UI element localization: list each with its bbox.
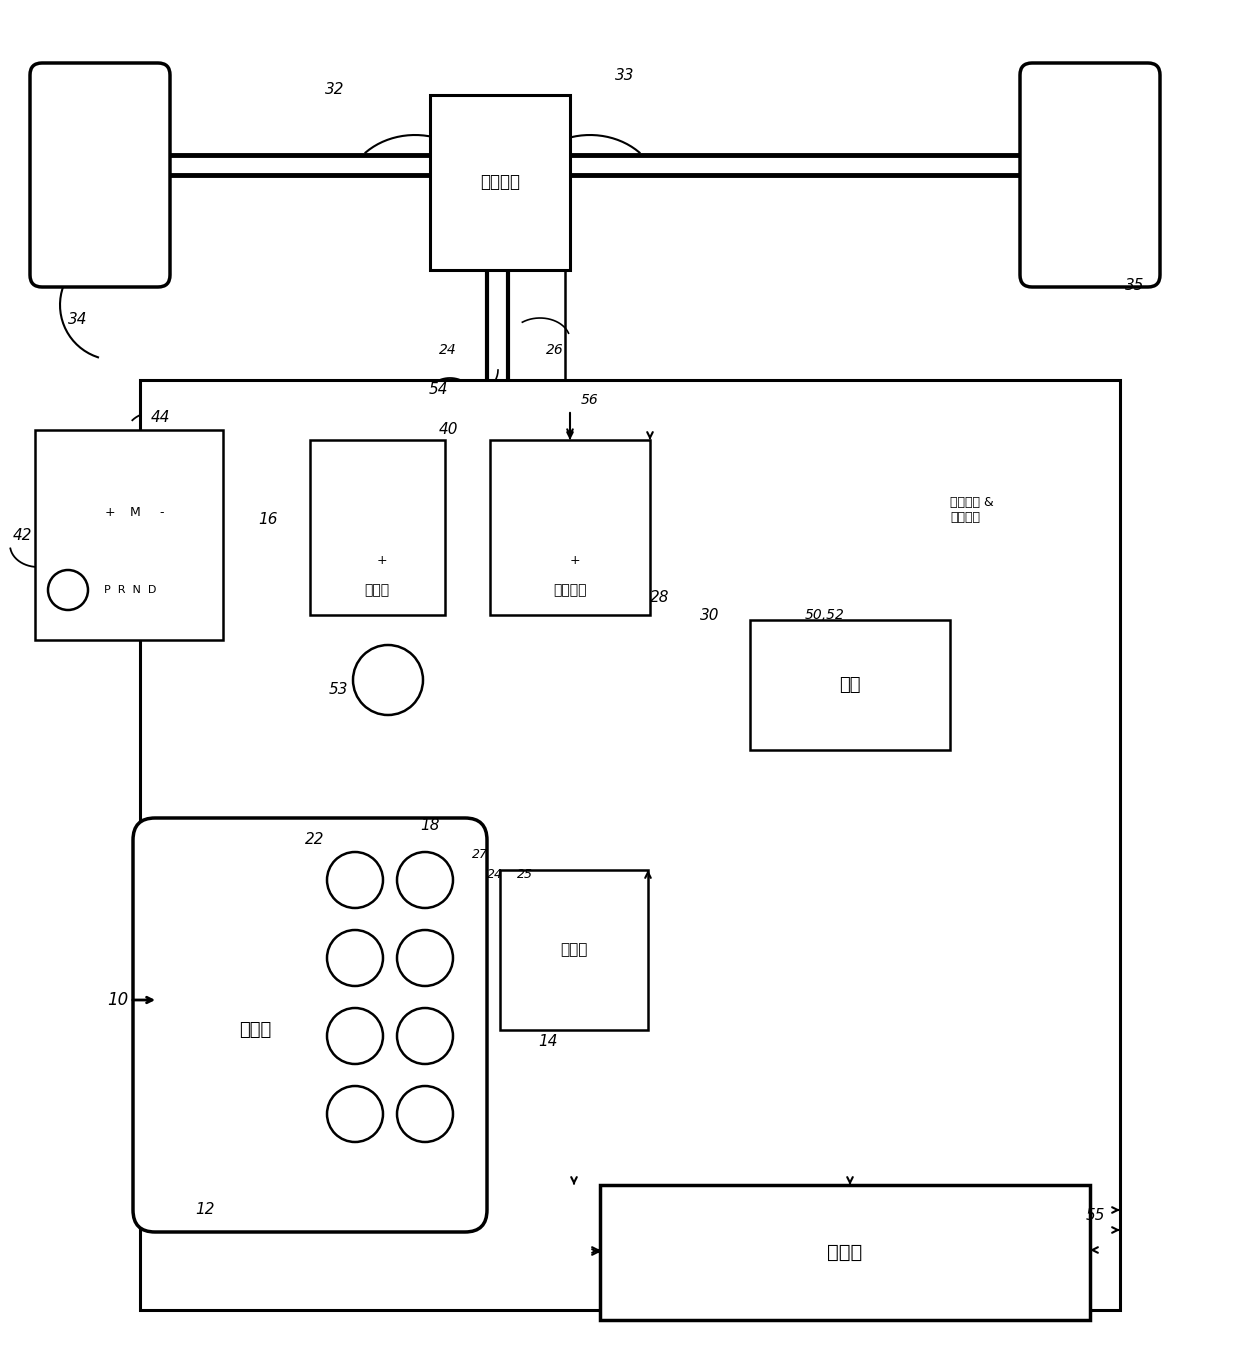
Text: 32: 32 bbox=[325, 83, 345, 98]
Text: +: + bbox=[104, 507, 115, 519]
Text: 24: 24 bbox=[487, 868, 503, 882]
Text: 12: 12 bbox=[195, 1203, 215, 1218]
Bar bbox=[430, 95, 570, 270]
Text: 54: 54 bbox=[428, 382, 448, 397]
Text: 28: 28 bbox=[650, 591, 670, 606]
Text: 26: 26 bbox=[546, 342, 564, 357]
Text: 34: 34 bbox=[68, 313, 88, 328]
Text: 电辅助泵: 电辅助泵 bbox=[553, 583, 587, 597]
Text: M: M bbox=[130, 507, 140, 519]
Bar bbox=[600, 1185, 1090, 1320]
FancyBboxPatch shape bbox=[30, 63, 170, 287]
Text: 整制器: 整制器 bbox=[827, 1242, 863, 1261]
Text: 50,52: 50,52 bbox=[805, 607, 844, 622]
Text: 42: 42 bbox=[12, 527, 32, 542]
Text: 变速器: 变速器 bbox=[365, 583, 389, 597]
Text: -: - bbox=[160, 507, 164, 519]
FancyBboxPatch shape bbox=[133, 818, 487, 1233]
Bar bbox=[35, 429, 223, 640]
Text: 55: 55 bbox=[1085, 1208, 1105, 1223]
Text: 35: 35 bbox=[1125, 277, 1145, 292]
Bar bbox=[500, 870, 649, 1030]
Bar bbox=[140, 381, 1120, 1310]
Text: 27: 27 bbox=[472, 848, 489, 862]
Text: 22: 22 bbox=[305, 833, 325, 848]
Text: 30: 30 bbox=[701, 607, 719, 622]
Text: 加速蹏板 &
制动蹏板: 加速蹏板 & 制动蹏板 bbox=[950, 496, 993, 525]
Text: P  R  N  D: P R N D bbox=[104, 584, 156, 595]
Bar bbox=[750, 620, 950, 750]
Text: 56: 56 bbox=[582, 393, 599, 406]
FancyBboxPatch shape bbox=[1021, 63, 1159, 287]
Text: 14: 14 bbox=[538, 1034, 558, 1049]
Text: 44: 44 bbox=[150, 410, 170, 425]
Text: +: + bbox=[569, 553, 580, 567]
Text: 16: 16 bbox=[258, 512, 278, 527]
Bar bbox=[310, 440, 445, 616]
Text: 33: 33 bbox=[615, 68, 635, 83]
Text: 40: 40 bbox=[438, 423, 458, 438]
Text: 电池: 电池 bbox=[839, 675, 861, 694]
Text: 主变速器: 主变速器 bbox=[480, 174, 520, 192]
Text: 发动机: 发动机 bbox=[239, 1021, 272, 1040]
Text: +: + bbox=[377, 553, 387, 567]
Bar bbox=[490, 440, 650, 616]
Text: 53: 53 bbox=[329, 682, 347, 697]
Text: 24: 24 bbox=[439, 342, 456, 357]
Text: 25: 25 bbox=[517, 868, 533, 882]
Text: 起动机: 起动机 bbox=[560, 943, 588, 958]
Text: 18: 18 bbox=[420, 818, 440, 833]
Text: 10: 10 bbox=[108, 991, 129, 1008]
